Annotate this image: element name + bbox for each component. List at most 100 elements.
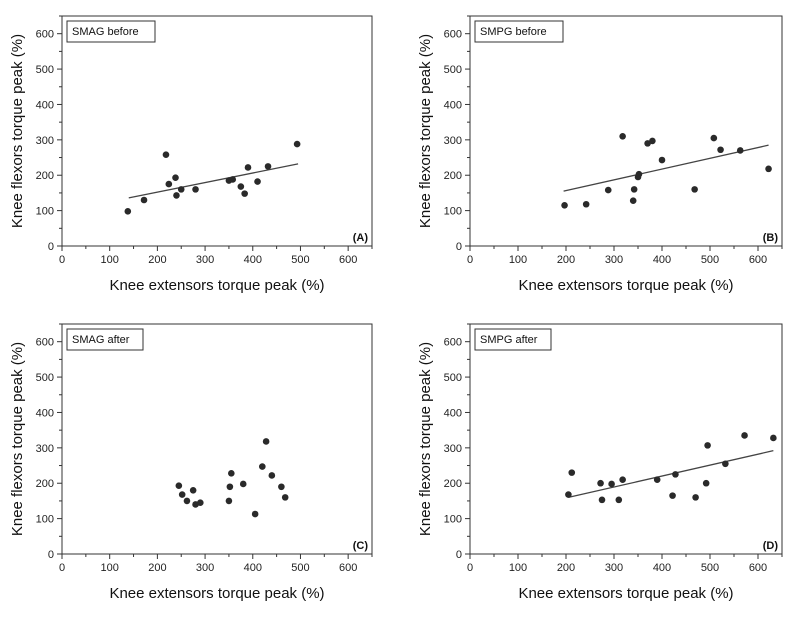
trend-line <box>128 163 299 199</box>
chart-panel-b: 0 100 200 300 400 500 600 0 100 200 300 400 500 600 Kn… <box>417 15 783 294</box>
x-axis-label: Knee extensors torque peak (%) <box>518 585 733 602</box>
data-point <box>597 479 604 487</box>
legend-label: SMPG after <box>480 334 538 346</box>
legend-box <box>66 328 144 351</box>
data-point <box>561 202 568 209</box>
x-tick-label: 400 <box>653 562 671 574</box>
data-point <box>765 165 772 173</box>
x-axis-label: Knee extensors torque peak (%) <box>109 277 324 294</box>
data-point <box>175 482 183 490</box>
plot-frame <box>61 15 373 247</box>
y-tick-label: 400 <box>444 407 462 419</box>
data-point <box>226 483 234 491</box>
x-tick-label: 100 <box>509 562 527 574</box>
x-tick-label: 400 <box>244 254 262 266</box>
y-tick-label: 300 <box>36 135 54 147</box>
x-tick-label: 500 <box>291 562 309 574</box>
chart-panel-d: 0 100 200 300 400 500 600 0 100 200 300 400 500 600 Kn… <box>417 323 783 602</box>
y-tick-label: 500 <box>36 372 54 384</box>
plot-frame <box>469 15 783 247</box>
data-point <box>244 164 252 171</box>
y-tick-label: 0 <box>456 241 462 253</box>
legend-box <box>66 20 156 43</box>
x-tick-label: 200 <box>148 562 166 574</box>
panel-letter: (C) <box>353 540 369 552</box>
data-point <box>604 186 612 194</box>
data-point <box>177 186 185 193</box>
data-point <box>197 499 204 506</box>
x-tick-label: 200 <box>557 562 575 574</box>
y-tick-label: 500 <box>36 64 54 76</box>
x-tick-label: 500 <box>291 254 309 266</box>
y-axis-label: Knee flexors torque peak (%) <box>417 34 434 228</box>
x-tick-label: 100 <box>101 562 119 574</box>
y-tick-label: 100 <box>36 206 54 218</box>
x-axis-label: Knee extensors torque peak (%) <box>518 277 733 294</box>
data-point <box>741 432 748 439</box>
y-tick-label: 200 <box>444 170 462 182</box>
y-tick-label: 0 <box>48 241 54 253</box>
data-point <box>717 146 724 154</box>
data-point <box>565 491 572 498</box>
data-point <box>278 483 285 491</box>
legend-label: SMAG after <box>72 334 130 346</box>
y-tick-label: 200 <box>36 170 54 182</box>
y-axis-label: Knee flexors torque peak (%) <box>417 342 434 536</box>
data-point <box>615 496 623 504</box>
data-point <box>568 469 576 476</box>
data-point <box>598 496 606 504</box>
data-point <box>702 479 710 487</box>
y-tick-label: 100 <box>444 206 462 218</box>
data-point <box>692 494 699 501</box>
y-tick-label: 500 <box>444 64 462 76</box>
data-point <box>241 190 248 197</box>
x-tick-label: 300 <box>605 254 623 266</box>
y-tick-label: 0 <box>456 549 462 561</box>
panel-letter: (A) <box>353 232 369 244</box>
trend-line <box>563 144 769 192</box>
y-tick-label: 600 <box>36 337 54 349</box>
data-point <box>172 174 179 182</box>
data-point <box>710 134 718 142</box>
legend-label: SMAG before <box>72 26 139 38</box>
x-tick-label: 300 <box>196 562 214 574</box>
data-point <box>630 186 638 193</box>
x-tick-label: 500 <box>701 562 719 574</box>
x-tick-label: 200 <box>557 254 575 266</box>
data-point <box>619 476 626 483</box>
x-tick-label: 0 <box>59 254 65 266</box>
data-point <box>228 470 235 477</box>
x-tick-label: 500 <box>701 254 719 266</box>
x-tick-label: 300 <box>196 254 214 266</box>
data-point <box>183 497 191 505</box>
y-tick-label: 300 <box>36 443 54 455</box>
x-tick-label: 200 <box>148 254 166 266</box>
data-point <box>582 200 590 208</box>
data-point <box>189 487 197 494</box>
x-tick-label: 0 <box>467 562 473 574</box>
y-tick-label: 100 <box>36 514 54 526</box>
data-point <box>254 178 261 185</box>
data-point <box>672 471 679 478</box>
y-tick-label: 600 <box>36 29 54 41</box>
legend-box <box>474 20 564 43</box>
data-point <box>225 497 233 505</box>
data-point <box>268 472 276 479</box>
data-point <box>178 491 186 498</box>
data-point <box>608 480 615 488</box>
y-tick-label: 600 <box>444 337 462 349</box>
chart-panel-a: 0 100 200 300 400 500 600 0 100 200 300 400 500 600 Kn… <box>9 15 373 294</box>
x-tick-label: 0 <box>59 562 65 574</box>
chart-panel-c: 0 100 200 300 400 500 600 0 100 200 300 400 500 600 Kn… <box>9 323 373 602</box>
plot-frame <box>469 323 783 555</box>
y-tick-label: 400 <box>36 99 54 111</box>
data-point <box>162 151 170 159</box>
data-point <box>629 197 637 205</box>
y-tick-label: 200 <box>444 478 462 490</box>
x-tick-label: 100 <box>509 254 527 266</box>
x-tick-label: 600 <box>749 254 767 266</box>
data-point <box>635 170 643 178</box>
data-point <box>722 460 729 468</box>
data-point <box>770 434 777 442</box>
y-tick-label: 600 <box>444 29 462 41</box>
